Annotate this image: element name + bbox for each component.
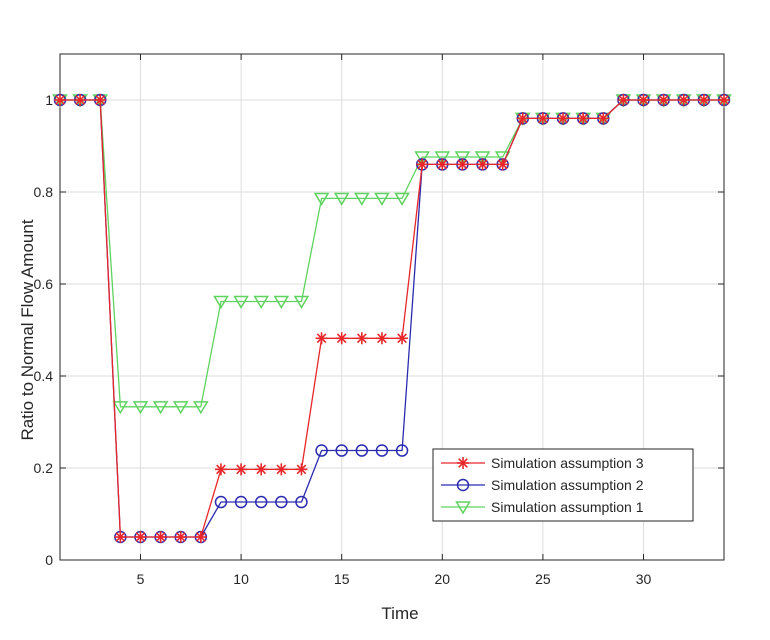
data-point xyxy=(112,401,129,415)
y-tick-label: 0.8 xyxy=(34,184,54,200)
data-point xyxy=(375,444,389,457)
data-point xyxy=(213,295,229,309)
x-tick-label: 15 xyxy=(334,571,350,587)
data-point xyxy=(414,151,430,165)
data-point xyxy=(577,112,590,125)
data-point xyxy=(677,94,690,106)
legend: Simulation assumption 3 Simulation assump… xyxy=(432,448,694,522)
plot-frame xyxy=(59,53,725,561)
x-tick-label: 30 xyxy=(636,571,652,587)
data-point xyxy=(275,463,288,476)
legend-marker xyxy=(455,501,471,515)
data-point xyxy=(233,295,249,309)
data-point xyxy=(536,112,549,125)
data-point xyxy=(193,401,209,415)
data-point xyxy=(637,94,650,106)
series-line xyxy=(60,99,724,538)
legend-label: Simulation assumption 1 xyxy=(491,499,644,515)
legend-marker xyxy=(457,457,469,469)
data-point xyxy=(333,192,350,206)
series xyxy=(52,94,732,415)
data-point xyxy=(476,158,489,171)
data-point xyxy=(114,531,127,543)
x-axis-label: Time xyxy=(381,604,418,623)
x-tick-label: 10 xyxy=(233,571,249,587)
y-tick-label: 0.6 xyxy=(34,276,54,292)
y-axis-label: Ratio to Normal Flow Amount xyxy=(18,219,37,440)
data-point xyxy=(255,463,268,476)
data-point xyxy=(454,151,471,165)
data-point xyxy=(456,158,469,171)
data-point xyxy=(434,151,451,165)
data-point xyxy=(54,94,66,106)
data-point xyxy=(697,94,710,106)
series-line xyxy=(60,99,724,408)
data-point xyxy=(154,531,167,543)
x-tick-label: 20 xyxy=(435,571,451,587)
y-tick-label: 0.2 xyxy=(34,460,54,476)
data-point xyxy=(315,444,328,457)
data-point xyxy=(172,401,189,415)
data-point xyxy=(254,495,268,509)
data-point xyxy=(335,444,348,457)
data-point xyxy=(275,495,288,509)
data-point xyxy=(354,192,370,206)
legend-marker xyxy=(456,478,470,492)
data-point xyxy=(375,332,388,345)
data-point xyxy=(293,295,310,309)
y-tick-label: 0.4 xyxy=(34,368,54,384)
data-point xyxy=(496,158,509,171)
series-layer xyxy=(52,93,732,544)
data-point xyxy=(214,463,227,476)
data-point xyxy=(295,463,308,476)
data-point xyxy=(416,158,429,171)
data-point xyxy=(718,94,730,106)
data-point xyxy=(214,495,228,509)
data-point xyxy=(474,151,491,165)
data-point xyxy=(295,495,308,509)
data-point xyxy=(313,192,330,206)
data-point xyxy=(657,94,670,106)
legend-label: Simulation assumption 2 xyxy=(491,477,644,493)
data-point xyxy=(516,112,529,125)
data-point xyxy=(134,531,147,543)
series xyxy=(54,94,730,543)
data-point xyxy=(396,332,409,345)
data-point xyxy=(374,192,390,206)
data-point xyxy=(617,94,630,106)
data-point xyxy=(74,94,87,106)
data-point xyxy=(235,463,248,476)
data-point xyxy=(253,295,270,309)
legend-label: Simulation assumption 3 xyxy=(491,455,644,471)
data-point xyxy=(394,192,410,206)
y-tick-label: 0 xyxy=(45,552,53,568)
data-point xyxy=(273,295,290,309)
x-tick-label: 25 xyxy=(535,571,551,587)
data-point xyxy=(174,531,187,543)
data-point xyxy=(315,332,328,345)
x-tick-label: 5 xyxy=(137,571,145,587)
data-point xyxy=(395,444,409,457)
y-tick-label: 1 xyxy=(45,92,53,108)
data-point xyxy=(132,401,149,415)
data-point xyxy=(436,158,449,171)
data-point xyxy=(597,112,610,125)
data-point xyxy=(335,332,348,345)
data-point xyxy=(234,495,248,509)
data-point xyxy=(557,112,570,125)
data-point xyxy=(355,444,369,457)
data-point xyxy=(194,531,207,543)
data-point xyxy=(355,332,368,345)
data-point xyxy=(94,94,107,106)
axis-ticks: 5 10 15 20 25 30 0 0.2 0.4 0.6 0.8 1 xyxy=(34,54,724,587)
data-point xyxy=(152,401,169,415)
